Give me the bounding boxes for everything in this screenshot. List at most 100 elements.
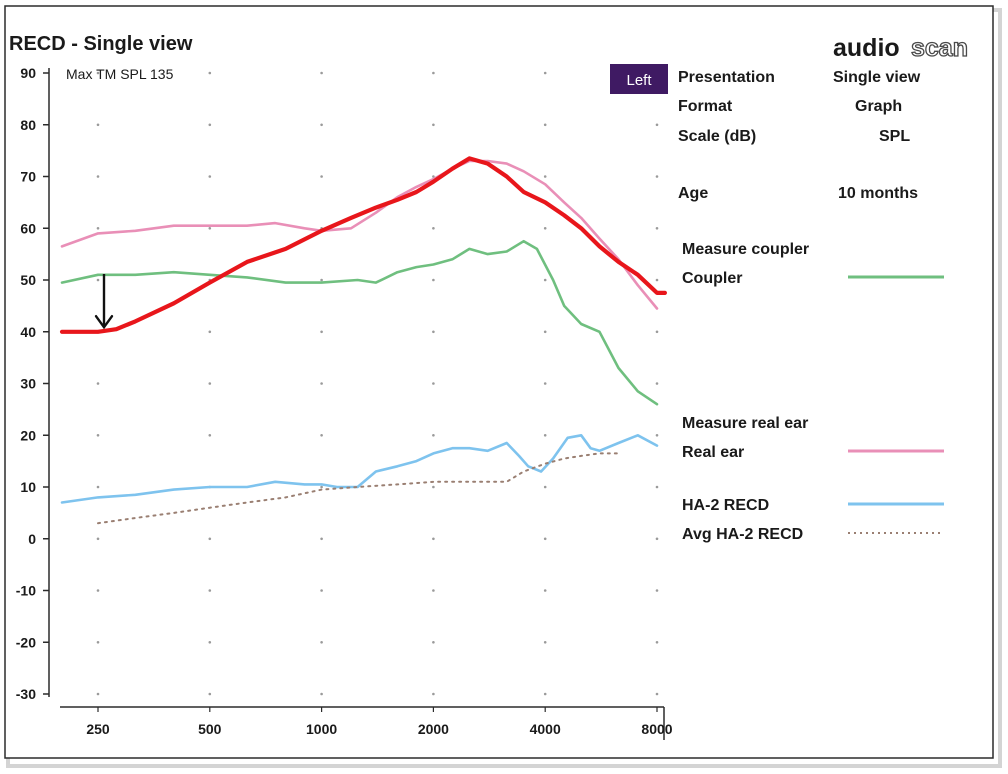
x-tick-label: 4000 [530,721,561,737]
x-tick-label: 250 [86,721,110,737]
grid-dot [320,641,323,644]
grid-dot [432,537,435,541]
grid-dot [543,692,547,696]
grid-dot [655,330,659,334]
grid-dot [96,123,100,127]
grid-dot [432,123,435,127]
grid-dot [543,278,547,282]
x-tick-label: 2000 [418,721,449,737]
y-tick-label: 60 [20,220,36,236]
grid-dot [432,175,435,178]
grid-dot [432,278,435,282]
grid-dot [96,641,100,644]
grid-dot [655,641,659,644]
legend-label-recd: HA-2 RECD [682,497,769,514]
legend-label-coupler: Coupler [682,270,742,287]
grid-dot [543,227,547,230]
grid-dot [543,641,547,644]
grid-dot [320,692,323,696]
measure-coupler-heading[interactable]: Measure coupler [682,241,809,258]
grid-dot [320,589,323,592]
y-tick-label: 40 [20,324,36,340]
y-tick-label: 0 [28,531,36,547]
grid-dot [208,641,212,644]
series-line-real-ear [60,159,659,310]
grid-dot [96,278,100,282]
grid-dot [96,485,100,489]
brand-logo-audio: audio [833,34,900,62]
max-tm-spl-label: Max TM SPL 135 [66,66,174,82]
grid-dot [96,71,100,75]
setting-value-presentation: Single view [833,69,921,86]
grid-dot [208,382,212,385]
y-axis-ticks: 90 80 70 60 50 40 30 20 10 0 -10 -20 -30 [16,65,49,702]
grid-dot [96,692,100,696]
grid-dot [320,434,323,437]
grid-dot [655,589,659,592]
grid-dot [208,175,212,178]
grid-dot [432,434,435,437]
grid-dot [96,227,100,230]
y-tick-label: 10 [20,479,36,495]
grid-dot [320,123,323,127]
grid-dot [543,71,547,75]
ear-side-badge[interactable] [610,64,668,94]
grid-dot [655,537,659,541]
grid-dot [432,330,435,334]
grid-dot [208,227,212,230]
y-tick-label: -30 [16,686,36,702]
measure-real-ear-heading[interactable]: Measure real ear [682,415,808,432]
grid-dot [655,382,659,385]
x-tick-label: 8000 [641,721,672,737]
grid-dot [208,123,212,127]
grid-dot [543,382,547,385]
grid-dot [655,692,659,696]
grid-dot [320,485,323,489]
window-frame [4,5,994,759]
grid-dot [208,330,212,334]
setting-label-age: Age [678,185,708,202]
grid-dot [96,175,100,178]
y-tick-label: 30 [20,376,36,392]
grid-dot [432,589,435,592]
y-tick-label: 80 [20,117,36,133]
grid-dot [208,537,212,541]
brand-logo-scan: scan [911,34,968,62]
y-tick-label: -20 [16,634,36,650]
grid-dot [655,123,659,127]
grid-dot [655,227,659,230]
x-axis-ticks: 250 500 1000 2000 4000 8000 [86,707,673,737]
y-tick-label: 90 [20,65,36,81]
grid-dot [208,434,212,437]
grid-dot [320,175,323,178]
setting-label-scale: Scale (dB) [678,128,756,145]
grid-dot [320,537,323,541]
y-tick-label: 70 [20,169,36,185]
setting-label-format: Format [678,98,733,115]
series-lines [59,156,668,525]
grid-dot [432,382,435,385]
grid-dot [543,123,547,127]
y-tick-label: -10 [16,583,36,599]
grid-dot [543,175,547,178]
grid-dot [543,434,547,437]
grid-dot [96,434,100,437]
legend-label-avg-recd: Avg HA-2 RECD [682,526,803,543]
grid-dot [320,382,323,385]
grid-dot [96,382,100,385]
grid-dot [208,692,212,696]
grid-dot [432,641,435,644]
grid-dot [208,589,212,592]
grid-dot [432,692,435,696]
legend-label-real-ear: Real ear [682,444,744,461]
grid-dot [655,485,659,489]
grid-dot [432,485,435,489]
series-line-ha-2-recd [60,433,659,504]
series-line-coupler [60,239,659,406]
series-line-hand-drawn-annotation [59,156,668,334]
grid-dot [432,227,435,230]
annotations [94,274,114,330]
setting-value-format: Graph [855,98,902,115]
